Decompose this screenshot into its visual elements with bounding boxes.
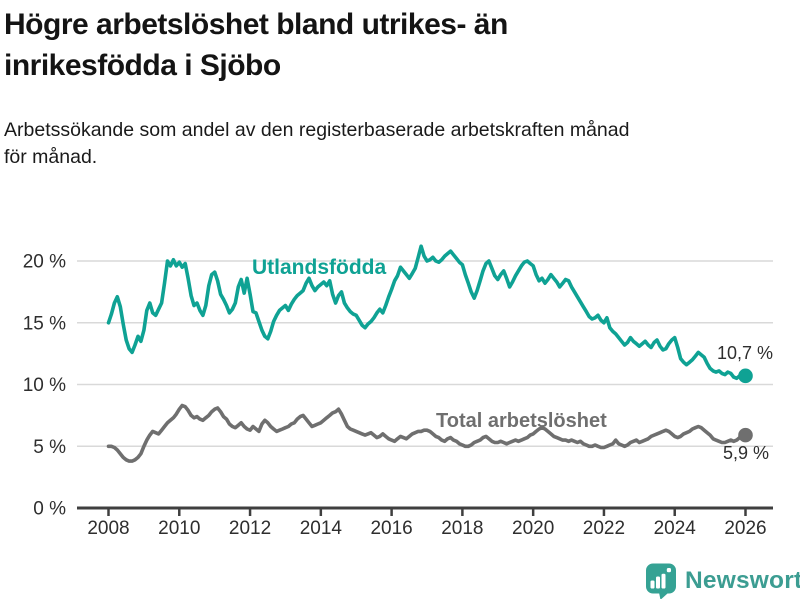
y-tick-label-5: 5 % bbox=[33, 437, 66, 458]
page-subtitle: Arbetssökande som andel av den registerb… bbox=[4, 119, 630, 168]
x-tick-label-2018: 2018 bbox=[441, 518, 483, 539]
newsworthy-logo[interactable]: Newsworthy bbox=[644, 562, 800, 599]
end-value-label-total: 5,9 % bbox=[723, 443, 770, 463]
end-value-label-utlandsfodda: 10,7 % bbox=[717, 343, 774, 363]
x-tick-label-2012: 2012 bbox=[229, 518, 271, 539]
page-title: Högre arbetslöshet bland utrikes- än inr… bbox=[4, 8, 508, 82]
y-tick-label-15: 15 % bbox=[23, 313, 66, 334]
x-tick-label-2010: 2010 bbox=[158, 518, 200, 539]
x-tick-label-2014: 2014 bbox=[300, 518, 343, 539]
x-tick-label-2016: 2016 bbox=[370, 518, 412, 539]
series-label-utlandsfodda: Utlandsfödda bbox=[252, 256, 387, 279]
series-end-dot-total-arbetsl-shet bbox=[738, 427, 753, 443]
series-line-total-arbetsl-shet bbox=[106, 403, 748, 463]
x-tick-label-2026: 2026 bbox=[724, 518, 766, 539]
series-label-total-arbetsloshet: Total arbetslöshet bbox=[436, 410, 607, 432]
x-tick-label-2024: 2024 bbox=[654, 518, 697, 539]
y-tick-label-10: 10 % bbox=[23, 375, 66, 396]
x-tick-label-2020: 2020 bbox=[512, 518, 554, 539]
series-end-dot-utlandsf-dda bbox=[738, 368, 753, 384]
series-line-utlandsf-dda bbox=[106, 244, 748, 381]
x-tick-label-2008: 2008 bbox=[87, 518, 129, 539]
x-tick-label-2022: 2022 bbox=[583, 518, 625, 539]
newsworthy-bubble-chart-icon bbox=[646, 563, 676, 599]
y-tick-label-0: 0 % bbox=[33, 499, 66, 520]
newsworthy-wordmark: Newsworthy bbox=[685, 567, 800, 594]
y-tick-label-20: 20 % bbox=[23, 252, 66, 273]
